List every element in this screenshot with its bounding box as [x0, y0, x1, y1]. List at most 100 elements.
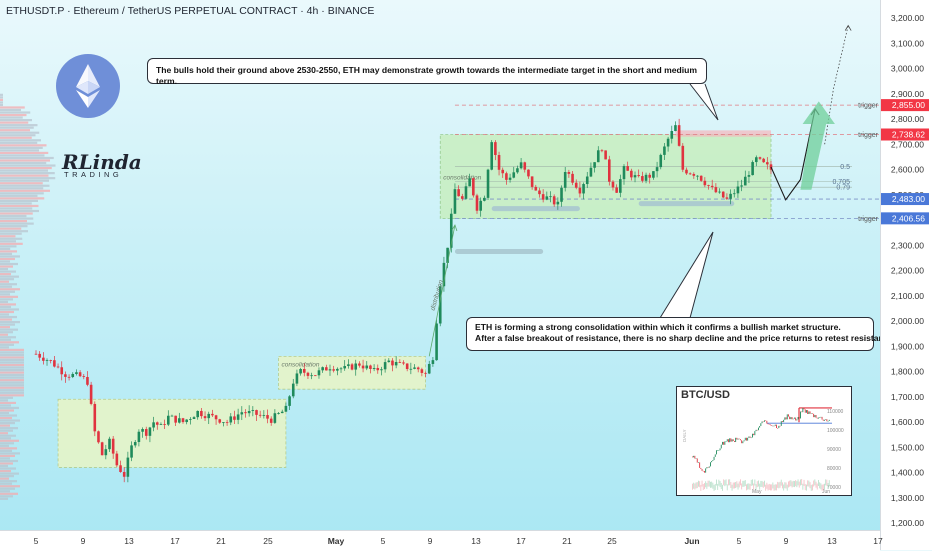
inset-volume-bar [792, 480, 794, 487]
volume-profile-bar [0, 379, 24, 382]
volume-profile-bar [0, 346, 9, 349]
inset-candle [740, 439, 741, 441]
candle-body [225, 422, 229, 424]
volume-profile-bar [0, 247, 11, 250]
inset-volume-bar [770, 484, 771, 491]
inset-candle [774, 424, 776, 426]
volume-profile-bar [0, 323, 15, 326]
inset-candle [729, 438, 731, 443]
inset-volume-bar [748, 483, 750, 490]
volume-profile-bar [0, 116, 23, 119]
volume-profile-bar [0, 194, 38, 197]
callout-top-text: The bulls hold their ground above 2530-2… [156, 65, 698, 86]
candle-body [310, 375, 313, 377]
candle-body [347, 364, 350, 367]
candle-body [133, 442, 137, 446]
inset-candle [788, 414, 789, 417]
volume-profile-bar [0, 285, 12, 288]
inset-volume-bar [773, 484, 775, 491]
candle-body [86, 377, 89, 385]
candle-body [64, 374, 67, 377]
volume-profile-bar [0, 454, 15, 458]
inset-volume-bar [725, 479, 727, 486]
candle-body [196, 410, 199, 418]
volume-profile-bar [0, 422, 15, 425]
candle-body [258, 414, 262, 416]
inset-candle [770, 424, 771, 426]
inset-candle [802, 408, 804, 413]
callout-bullish-target: The bulls hold their ground above 2530-2… [147, 58, 707, 86]
volume-profile-bar [0, 283, 17, 286]
inset-volume-bar [755, 484, 757, 491]
inset-side-label: DAILY [682, 429, 687, 442]
volume-profile-bar [0, 202, 32, 205]
callout-bottom-line1: ETH is forming a strong consolidation wi… [475, 322, 841, 332]
inset-volume-bar [756, 481, 758, 488]
inset-volume-bar [740, 479, 741, 486]
price-axis[interactable] [880, 0, 932, 550]
candle-body [530, 176, 534, 187]
inset-candle [700, 467, 702, 470]
inset-volume-bar [778, 482, 780, 489]
inset-candle [692, 456, 693, 458]
inset-candle [785, 417, 787, 420]
inset-volume-bar [695, 482, 697, 489]
candle-body [615, 187, 618, 193]
inset-candle [742, 441, 744, 444]
inset-volume-bar [809, 482, 811, 489]
time-axis[interactable] [0, 530, 880, 551]
support-pill [491, 206, 580, 212]
inset-candle [754, 431, 756, 436]
candle-body [273, 413, 277, 423]
inset-candle [726, 439, 728, 442]
volume-profile-bar [0, 401, 16, 404]
inset-volume-bar [758, 480, 759, 487]
inset-candle [814, 415, 816, 418]
candle-body [644, 174, 648, 181]
candle-body [710, 185, 714, 188]
volume-profile-bar [0, 207, 33, 210]
candle-body [141, 429, 144, 432]
inset-x-label: May [752, 489, 762, 494]
inset-volume-bar [783, 484, 785, 491]
volume-profile-bar [0, 315, 17, 319]
inset-candle [730, 438, 732, 442]
inset-candle [708, 466, 710, 468]
inset-volume-bar [826, 479, 828, 486]
fib-level-label: 0.79 [836, 185, 850, 192]
candle-body [240, 412, 244, 415]
candle-body [585, 176, 589, 185]
candle-body [295, 373, 299, 384]
volume-profile-bar [0, 313, 9, 316]
candle-body [332, 369, 335, 371]
candle-body [222, 422, 225, 424]
candle-body [34, 353, 38, 355]
inset-volume-bar [741, 483, 743, 490]
inset-volume-bar [702, 484, 704, 491]
candle-body [453, 189, 457, 214]
inset-candle [753, 433, 755, 436]
inset-volume-bar [825, 479, 827, 486]
candle-body [725, 197, 729, 199]
candle-body [394, 362, 398, 366]
inset-volume-bar [753, 483, 755, 490]
candle-body [314, 375, 317, 377]
volume-profile-bar [0, 161, 47, 165]
candle-body [398, 362, 402, 363]
volume-profile-bar [0, 361, 24, 364]
volume-profile-bar [0, 273, 11, 276]
support-pill [638, 201, 735, 207]
inset-volume-bar [719, 481, 721, 488]
inset-candle [722, 441, 723, 445]
volume-profile-bar [0, 111, 31, 114]
candle-body [214, 415, 218, 420]
inset-volume-bar [777, 481, 779, 488]
inset-volume-bar [708, 480, 710, 487]
inset-candle [696, 458, 698, 463]
volume-profile-bar [0, 144, 47, 147]
candle-body [427, 363, 431, 374]
volume-profile-bar [0, 475, 14, 478]
volume-profile-bar [0, 108, 21, 112]
